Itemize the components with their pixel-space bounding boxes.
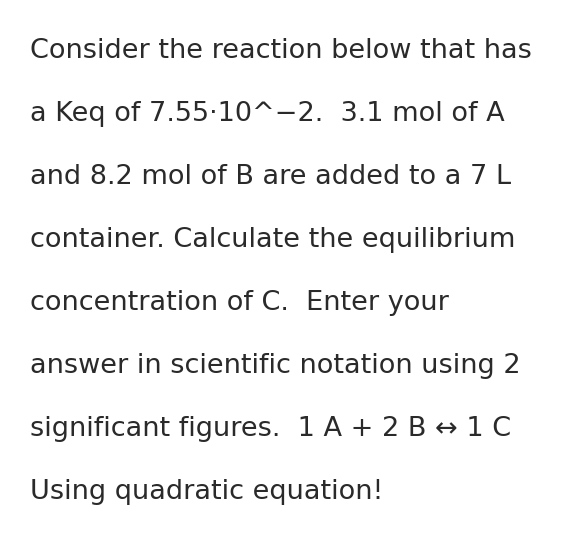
Text: and 8.2 mol of B are added to a 7 L: and 8.2 mol of B are added to a 7 L [30,164,511,190]
Text: concentration of C.  Enter your: concentration of C. Enter your [30,290,449,316]
Text: answer in scientific notation using 2: answer in scientific notation using 2 [30,353,521,379]
Text: a Keq of 7.55·10^−2.  3.1 mol of A: a Keq of 7.55·10^−2. 3.1 mol of A [30,101,504,127]
Text: container. Calculate the equilibrium: container. Calculate the equilibrium [30,227,515,253]
Text: significant figures.  1 A + 2 B ↔ 1 C: significant figures. 1 A + 2 B ↔ 1 C [30,416,511,442]
Text: Consider the reaction below that has: Consider the reaction below that has [30,38,532,64]
Text: Using quadratic equation!: Using quadratic equation! [30,479,383,505]
